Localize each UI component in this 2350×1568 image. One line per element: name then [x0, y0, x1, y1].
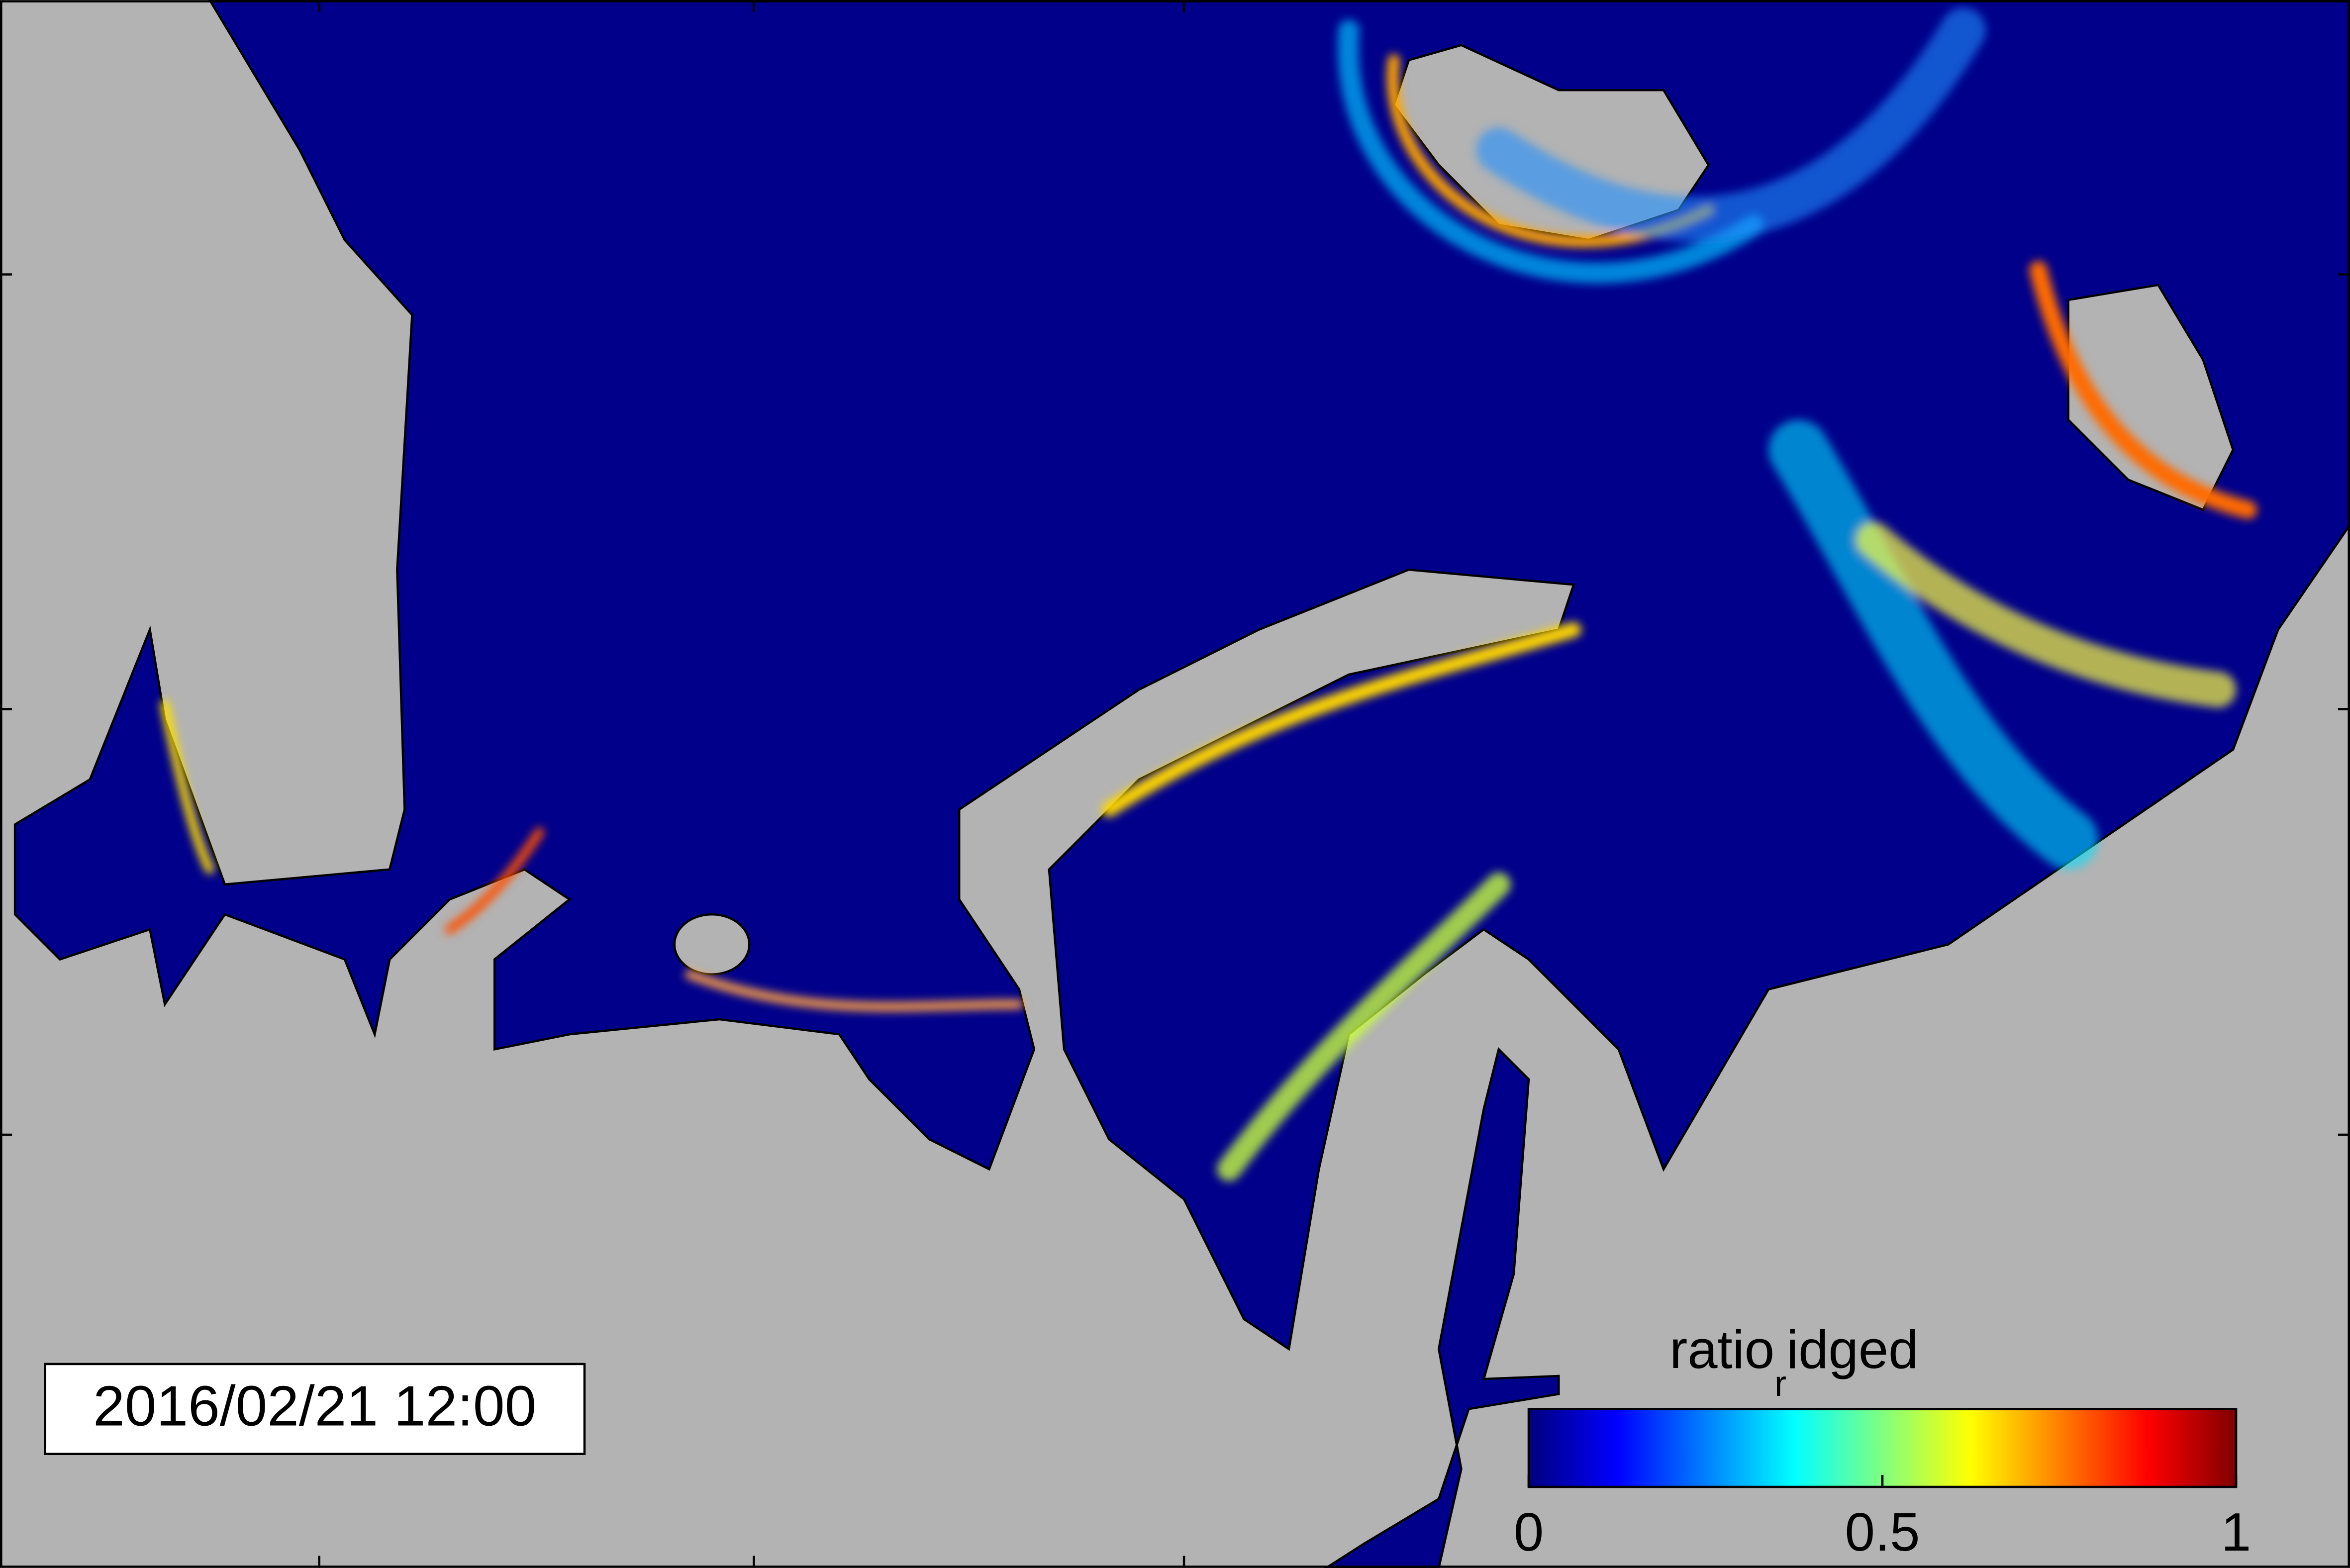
ridge — [1768, 419, 2098, 870]
ridge — [1338, 19, 1764, 284]
ridge — [1386, 54, 1715, 248]
peninsula-east — [2067, 284, 2235, 511]
ridge — [1217, 872, 1511, 1181]
sea — [13, 0, 2350, 1351]
colorbar-label: ratioridged — [1669, 1319, 1918, 1404]
colorbar-tick-label: 0.5 — [1845, 1502, 1920, 1562]
ridge — [445, 827, 544, 934]
colorbar-tick-label: 1 — [2221, 1502, 2251, 1562]
ice-ridges — [160, 7, 2257, 1181]
ridge — [685, 970, 1024, 1011]
colorbar — [1527, 1408, 2238, 1488]
ridge — [1476, 7, 1986, 242]
colorbar-tick-label: 0 — [1514, 1502, 1544, 1562]
ridge — [1855, 521, 2237, 708]
ridge — [160, 700, 214, 874]
timestamp-box — [44, 1363, 586, 1455]
label-rest: idged — [1786, 1319, 1918, 1379]
ridge — [2029, 261, 2257, 519]
ridge — [1101, 622, 1581, 817]
label-sub: r — [1774, 1364, 1786, 1404]
islet — [673, 913, 751, 976]
river — [1324, 1047, 1560, 1568]
label-main: ratio — [1669, 1319, 1774, 1379]
timestamp: 2016/02/21 12:00 — [93, 1374, 536, 1438]
